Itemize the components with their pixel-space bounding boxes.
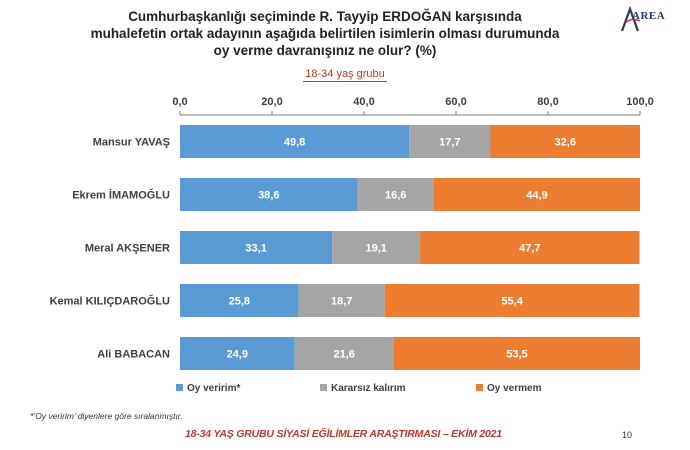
legend-label: Oy veririm*: [187, 383, 240, 394]
data-label: 17,7: [439, 137, 460, 149]
title-line-1: Cumhurbaşkanlığı seçiminde R. Tayyip ERD…: [128, 9, 522, 24]
title-line-2: muhalefetin ortak adayının aşağıda belir…: [90, 26, 560, 41]
x-tick-label: 100,0: [626, 96, 654, 108]
bar-segment: [180, 231, 333, 264]
footer-title: 18-34 YAŞ GRUBU SİYASİ EĞİLİMLER ARAŞTIR…: [185, 428, 502, 440]
bar-segment: [180, 337, 295, 370]
subtitle-text: 18-34 yaş grubu: [303, 68, 387, 82]
data-label: 49,8: [284, 137, 305, 149]
category-label: Meral AKŞENER: [85, 243, 170, 255]
bar-segment: [180, 125, 410, 158]
bar-segment: [433, 178, 640, 211]
data-label: 18,7: [331, 296, 352, 308]
bar-segment: [332, 231, 421, 264]
data-label: 19,1: [365, 243, 386, 255]
data-label: 16,6: [385, 190, 406, 202]
page-number: 10: [622, 430, 633, 440]
legend-swatch: [176, 384, 183, 391]
data-label: 47,7: [519, 243, 540, 255]
logo-text: AREA: [632, 10, 666, 22]
data-label: 53,5: [506, 349, 527, 361]
chart-title: Cumhurbaşkanlığı seçiminde R. Tayyip ERD…: [60, 8, 590, 59]
footnote: *’Oy veririm’ diyenlere göre sıralanmışt…: [30, 411, 183, 421]
bar-segment: [180, 284, 299, 317]
bar-segment: [490, 125, 640, 158]
legend-label: Kararsız kalırım: [331, 383, 406, 394]
bar-segment: [420, 231, 640, 264]
bar-segment: [409, 125, 491, 158]
data-label: 38,6: [258, 190, 279, 202]
category-label: Kemal KILIÇDAROĞLU: [50, 295, 170, 308]
category-label: Mansur YAVAŞ: [93, 137, 170, 149]
data-label: 44,9: [526, 190, 547, 202]
bar-segment: [393, 337, 640, 370]
category-label: Ali BABACAN: [97, 349, 170, 361]
legend-swatch: [476, 384, 483, 391]
data-label: 25,8: [229, 296, 250, 308]
x-tick-label: 40,0: [353, 96, 374, 108]
x-tick-label: 60,0: [445, 96, 466, 108]
data-label: 32,6: [555, 137, 576, 149]
category-label: Ekrem İMAMOĞLU: [72, 189, 170, 202]
bar-segment: [384, 284, 640, 317]
bar-segment: [180, 178, 358, 211]
data-label: 24,9: [227, 349, 248, 361]
bar-segment: [298, 284, 385, 317]
chart-subtitle: 18-34 yaş grubu: [0, 68, 690, 82]
legend-swatch: [320, 384, 327, 391]
data-label: 55,4: [501, 296, 523, 308]
x-tick-label: 0,0: [172, 96, 187, 108]
area-logo: [620, 5, 641, 32]
x-tick-label: 80,0: [537, 96, 558, 108]
x-tick-label: 20,0: [261, 96, 282, 108]
bar-segment: [357, 178, 434, 211]
data-label: 33,1: [245, 243, 266, 255]
title-line-3: oy verme davranışınız ne olur? (%): [213, 43, 437, 58]
data-label: 21,6: [334, 349, 355, 361]
bar-segment: [294, 337, 394, 370]
legend-label: Oy vermem: [487, 383, 542, 394]
